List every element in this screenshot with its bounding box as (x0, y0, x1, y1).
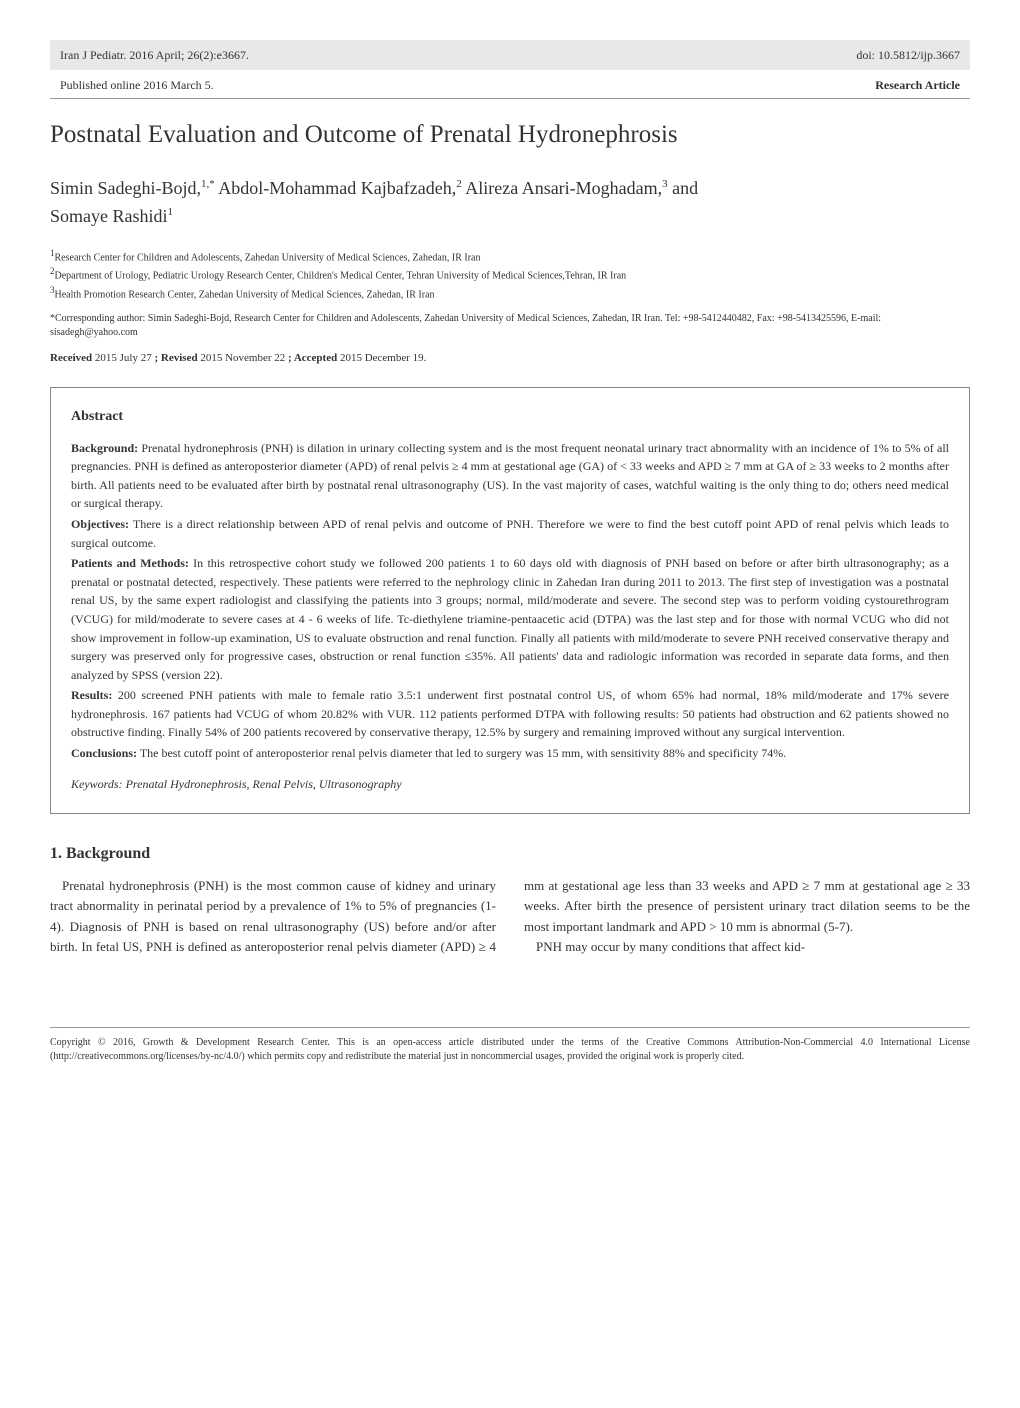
abstract-conclusions-label: Conclusions: (71, 746, 137, 760)
abstract-conclusions-text: The best cutoff point of anteroposterior… (137, 746, 786, 760)
copyright-notice: Copyright © 2016, Growth & Development R… (50, 1036, 970, 1064)
abstract-methods: Patients and Methods: In this retrospect… (71, 554, 949, 684)
publication-date: Published online 2016 March 5. (60, 76, 214, 94)
accepted-label: ; Accepted (288, 352, 337, 364)
accepted-date: 2015 December 19. (337, 352, 426, 364)
author-2-sup: 2 (456, 178, 462, 190)
article-type: Research Article (875, 76, 960, 94)
author-and: and (672, 178, 698, 198)
affiliations-block: 1Research Center for Children and Adoles… (50, 247, 970, 302)
abstract-box: Abstract Background: Prenatal hydronephr… (50, 387, 970, 815)
abstract-conclusions: Conclusions: The best cutoff point of an… (71, 744, 949, 763)
abstract-results-text: 200 screened PNH patients with male to f… (71, 688, 949, 739)
author-3-sup: 3 (662, 178, 668, 190)
affil-1: Research Center for Children and Adolesc… (55, 252, 481, 263)
body-section: 1. Background Prenatal hydronephrosis (P… (50, 842, 970, 957)
abstract-background-label: Background: (71, 441, 138, 455)
body-para-2: PNH may occur by many conditions that af… (524, 937, 970, 957)
abstract-methods-text: In this retrospective cohort study we fo… (71, 556, 949, 682)
abstract-objectives: Objectives: There is a direct relationsh… (71, 515, 949, 552)
received-date: 2015 July 27 (92, 352, 152, 364)
journal-header-bar: Iran J Pediatr. 2016 April; 26(2):e3667.… (50, 40, 970, 70)
publication-line: Published online 2016 March 5. Research … (50, 72, 970, 99)
author-3: Alireza Ansari-Moghadam, (465, 178, 662, 198)
abstract-keywords: Keywords: Prenatal Hydronephrosis, Renal… (71, 775, 949, 794)
author-4-sup: 1 (168, 206, 174, 218)
abstract-methods-label: Patients and Methods: (71, 556, 189, 570)
dates-line: Received 2015 July 27 ; Revised 2015 Nov… (50, 350, 970, 367)
journal-reference: Iran J Pediatr. 2016 April; 26(2):e3667. (60, 46, 249, 64)
abstract-results: Results: 200 screened PNH patients with … (71, 686, 949, 742)
abstract-heading: Abstract (71, 406, 949, 427)
received-label: Received (50, 352, 92, 364)
abstract-objectives-label: Objectives: (71, 517, 129, 531)
footer-separator: Copyright © 2016, Growth & Development R… (50, 1027, 970, 1064)
article-title: Postnatal Evaluation and Outcome of Pren… (50, 119, 970, 152)
author-2: Abdol-Mohammad Kajbafzadeh, (218, 178, 456, 198)
abstract-objectives-text: There is a direct relationship between A… (71, 517, 949, 550)
corresponding-author: *Corresponding author: Simin Sadeghi-Boj… (50, 312, 970, 340)
section-1-heading: 1. Background (50, 842, 970, 866)
revised-date: 2015 November 22 (198, 352, 286, 364)
keywords-text: Prenatal Hydronephrosis, Renal Pelvis, U… (123, 777, 402, 791)
body-columns: Prenatal hydronephrosis (PNH) is the mos… (50, 876, 970, 957)
author-1-sup: 1,* (201, 178, 215, 190)
revised-label: ; Revised (155, 352, 198, 364)
author-4: Somaye Rashidi (50, 206, 168, 226)
affil-3: Health Promotion Research Center, Zaheda… (55, 289, 435, 300)
keywords-label: Keywords: (71, 777, 123, 791)
doi: doi: 10.5812/ijp.3667 (856, 46, 960, 64)
author-1: Simin Sadeghi-Bojd, (50, 178, 201, 198)
authors-block: Simin Sadeghi-Bojd,1,* Abdol-Mohammad Ka… (50, 174, 970, 232)
affil-2: Department of Urology, Pediatric Urology… (55, 271, 627, 282)
abstract-background: Background: Prenatal hydronephrosis (PNH… (71, 439, 949, 513)
abstract-results-label: Results: (71, 688, 112, 702)
abstract-background-text: Prenatal hydronephrosis (PNH) is dilatio… (71, 441, 949, 511)
